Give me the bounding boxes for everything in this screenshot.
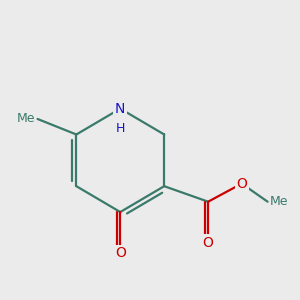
Text: O: O <box>203 236 214 250</box>
Text: O: O <box>236 177 247 190</box>
Text: O: O <box>115 246 126 260</box>
Text: Me: Me <box>16 112 35 125</box>
Text: H: H <box>116 122 125 134</box>
Text: N: N <box>115 102 125 116</box>
Text: Me: Me <box>270 195 289 208</box>
